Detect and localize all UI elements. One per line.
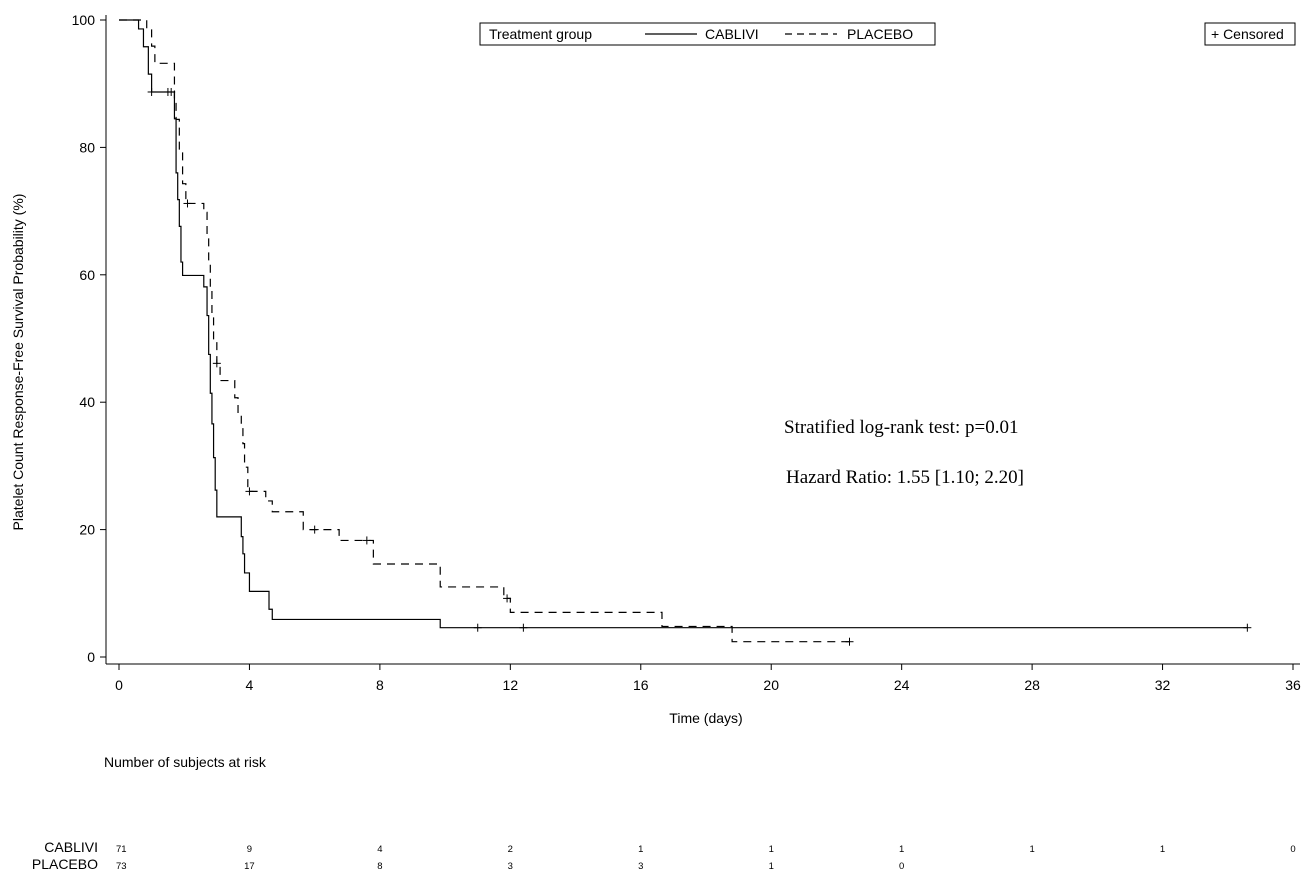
risk-row-label-cablivi: CABLIVI bbox=[44, 839, 98, 855]
censor-mark-cablivi bbox=[1243, 623, 1252, 632]
x-tick-label: 28 bbox=[1024, 677, 1040, 693]
legend-label-placebo: PLACEBO bbox=[847, 26, 913, 42]
censor-mark-placebo bbox=[212, 359, 221, 368]
x-tick-label: 24 bbox=[894, 677, 910, 693]
x-axis: 0 4 8 12 16 20 24 28 32 36 bbox=[106, 663, 1301, 693]
risk-value-placebo: 8 bbox=[377, 861, 382, 872]
risk-row-label-placebo: PLACEBO bbox=[32, 856, 98, 872]
y-axis: 0 20 40 60 80 100 bbox=[72, 12, 107, 665]
y-tick-label: 100 bbox=[72, 12, 96, 28]
censor-mark-placebo bbox=[245, 487, 254, 496]
censored-legend: + Censored bbox=[1204, 22, 1296, 46]
censored-legend-label: + Censored bbox=[1211, 26, 1284, 42]
censored-legend-box bbox=[1204, 22, 1296, 46]
risk-table: Number of subjects at risk CABLIVI PLACE… bbox=[32, 754, 1296, 872]
risk-value-cablivi: 1 bbox=[899, 844, 904, 855]
legend: Treatment group CABLIVI PLACEBO bbox=[479, 22, 936, 46]
y-ticks: 0 20 40 60 80 100 bbox=[72, 12, 106, 665]
x-tick-label: 12 bbox=[503, 677, 519, 693]
x-tick-label: 0 bbox=[115, 677, 123, 693]
risk-value-placebo: 1 bbox=[769, 861, 774, 872]
risk-value-cablivi: 1 bbox=[1160, 844, 1165, 855]
y-axis-title: Platelet Count Response-Free Survival Pr… bbox=[10, 194, 26, 531]
censor-mark-placebo bbox=[310, 525, 319, 534]
x-tick-label: 16 bbox=[633, 677, 649, 693]
series-line-placebo bbox=[119, 19, 850, 643]
risk-value-placebo: 0 bbox=[899, 861, 904, 872]
risk-value-placebo: 3 bbox=[508, 861, 513, 872]
censor-mark-placebo bbox=[503, 594, 512, 603]
x-tick-label: 8 bbox=[376, 677, 384, 693]
y-tick-label: 40 bbox=[79, 394, 95, 410]
series-line-cablivi bbox=[119, 19, 1248, 629]
risk-value-cablivi: 2 bbox=[508, 844, 513, 855]
censor-mark-placebo bbox=[163, 87, 172, 96]
plot-area bbox=[119, 19, 1252, 646]
risk-value-cablivi: 1 bbox=[638, 844, 643, 855]
risk-value-placebo: 73 bbox=[116, 861, 127, 872]
y-tick-label: 60 bbox=[79, 267, 95, 283]
risk-value-cablivi: 71 bbox=[116, 844, 127, 855]
censor-mark-cablivi bbox=[519, 623, 528, 632]
risk-value-cablivi: 0 bbox=[1290, 844, 1295, 855]
censor-mark-placebo bbox=[183, 199, 192, 208]
x-tick-label: 4 bbox=[246, 677, 254, 693]
legend-title: Treatment group bbox=[489, 26, 592, 42]
hazard-ratio-annotation: Hazard Ratio: 1.55 [1.10; 2.20] bbox=[786, 467, 1024, 488]
x-tick-label: 20 bbox=[763, 677, 779, 693]
censor-mark-cablivi bbox=[147, 87, 156, 96]
legend-box bbox=[479, 22, 936, 46]
risk-value-cablivi: 9 bbox=[247, 844, 252, 855]
logrank-annotation: Stratified log-rank test: p=0.01 bbox=[784, 417, 1018, 438]
x-axis-title: Time (days) bbox=[669, 710, 742, 726]
censor-mark-cablivi bbox=[473, 623, 482, 632]
legend-label-cablivi: CABLIVI bbox=[705, 26, 759, 42]
risk-table-title: Number of subjects at risk bbox=[104, 754, 267, 770]
risk-values: 71 9 4 2 1 1 1 1 1 0 73 17 8 3 3 1 0 bbox=[116, 844, 1296, 872]
censor-mark-placebo bbox=[362, 536, 371, 545]
x-tick-label: 32 bbox=[1155, 677, 1171, 693]
risk-value-placebo: 3 bbox=[638, 861, 643, 872]
censor-mark-placebo bbox=[845, 637, 854, 646]
risk-value-cablivi: 4 bbox=[377, 844, 382, 855]
x-tick-label: 36 bbox=[1285, 677, 1301, 693]
y-tick-label: 0 bbox=[87, 649, 95, 665]
x-ticks: 0 4 8 12 16 20 24 28 32 36 bbox=[115, 664, 1301, 693]
y-tick-label: 80 bbox=[79, 139, 95, 155]
risk-value-placebo: 17 bbox=[244, 861, 255, 872]
risk-value-cablivi: 1 bbox=[769, 844, 774, 855]
risk-value-cablivi: 1 bbox=[1029, 844, 1034, 855]
y-tick-label: 20 bbox=[79, 522, 95, 538]
